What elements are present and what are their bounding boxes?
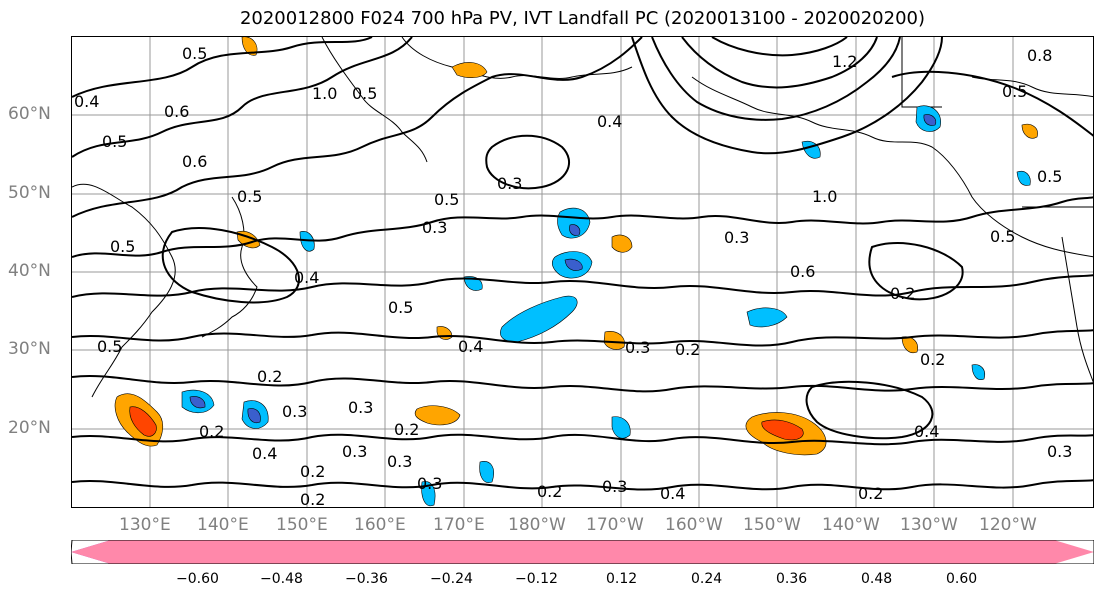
lon-label: 170°E (433, 515, 485, 535)
contour-label: 0.3 (342, 442, 367, 461)
lon-label: 170°W (586, 515, 644, 535)
contour-label: 1.0 (812, 187, 837, 206)
contour-label: 0.4 (294, 268, 319, 287)
pv-contours (72, 37, 1093, 491)
contour-label: 0.4 (458, 337, 483, 356)
contour-label: 0.2 (537, 482, 562, 501)
map-title: 2020012800 F024 700 hPa PV, IVT Landfall… (239, 8, 926, 29)
contour-label: 0.5 (1037, 167, 1062, 186)
contour-label: 0.5 (990, 227, 1015, 246)
map-panel: 0.5 0.6 1.0 0.5 0.4 0.3 1.2 0.8 0.5 0.4 … (71, 36, 1094, 508)
contour-label: 0.2 (199, 422, 224, 441)
contour-label: 0.3 (348, 398, 373, 417)
colorbar-tick: 0.24 (691, 571, 723, 587)
colorbar-tick: 0.36 (776, 571, 808, 587)
contour-label: 0.5 (1002, 82, 1027, 101)
contour-label: 1.2 (832, 52, 857, 71)
contour-label: 0.4 (660, 484, 685, 503)
negative-anomalies (181, 105, 1031, 507)
contour-label: 0.5 (352, 84, 377, 103)
colorbar-tick: −0.24 (430, 571, 473, 587)
contour-label: 0.3 (724, 228, 749, 247)
contour-label: 0.5 (110, 237, 135, 256)
contour-label: 0.2 (675, 340, 700, 359)
contour-label: 0.5 (102, 132, 127, 151)
lon-label: 160°E (354, 515, 406, 535)
contour-label: 0.3 (282, 402, 307, 421)
lat-label-30n: 30°N (8, 339, 51, 359)
contour-label: 0.3 (625, 338, 650, 357)
lon-label: 150°W (743, 515, 801, 535)
colorbar-tick: −0.60 (176, 571, 219, 587)
lat-label-50n: 50°N (8, 183, 51, 203)
contour-label: 0.5 (182, 44, 207, 63)
lon-label: 180°W (508, 515, 566, 535)
contour-label: 0.3 (387, 452, 412, 471)
colorbar-tick: 0.12 (606, 571, 638, 587)
contour-label: 0.5 (434, 190, 459, 209)
contour-label: 0.3 (602, 477, 627, 496)
contour-label: 0.2 (300, 462, 325, 481)
lon-label: 120°W (979, 515, 1037, 535)
lon-label: 150°E (276, 515, 328, 535)
colorbar-right-arrow (71, 540, 1094, 564)
lat-label-60n: 60°N (8, 104, 51, 124)
contour-label: 1.0 (312, 84, 337, 103)
colorbar-tick: 0.60 (946, 571, 978, 587)
map-canvas: 0.5 0.6 1.0 0.5 0.4 0.3 1.2 0.8 0.5 0.4 … (72, 37, 1093, 508)
lon-label: 130°E (119, 515, 171, 535)
contour-label: 0.8 (1027, 46, 1052, 65)
contour-label: 0.4 (252, 444, 277, 463)
contour-label: 0.3 (422, 218, 447, 237)
contour-label: 0.3 (497, 174, 522, 193)
contour-label: 0.2 (920, 350, 945, 369)
contour-label: 0.2 (257, 367, 282, 386)
contour-label: 0.6 (182, 152, 207, 171)
colorbar-tick: −0.36 (345, 571, 388, 587)
lon-label: 140°W (822, 515, 880, 535)
colorbar-tick: 0.48 (861, 571, 893, 587)
lat-label-40n: 40°N (8, 261, 51, 281)
colorbar-tick: −0.12 (515, 571, 558, 587)
contour-label: 0.3 (417, 474, 442, 493)
contour-label: 0.6 (790, 262, 815, 281)
colorbar-tick: −0.48 (260, 571, 303, 587)
contour-label: 0.4 (914, 422, 939, 441)
contour-label: 0.2 (890, 284, 915, 303)
lon-label: 160°W (665, 515, 723, 535)
lat-label-20n: 20°N (8, 418, 51, 438)
contour-label: 0.4 (597, 112, 622, 131)
contour-label: 0.3 (1047, 442, 1072, 461)
lon-label: 130°W (900, 515, 958, 535)
contour-label: 0.4 (74, 92, 99, 111)
contour-label: 0.2 (858, 484, 883, 503)
contour-label: 0.6 (164, 102, 189, 121)
contour-label: 0.2 (394, 420, 419, 439)
contour-label: 0.5 (97, 337, 122, 356)
contour-label: 0.2 (300, 490, 325, 508)
contour-label-group: 0.5 0.6 1.0 0.5 0.4 0.3 1.2 0.8 0.5 0.4 … (74, 44, 1072, 508)
contour-label: 0.5 (237, 187, 262, 206)
lon-label: 140°E (197, 515, 249, 535)
colorbar (71, 540, 1094, 564)
contour-label: 0.5 (388, 298, 413, 317)
